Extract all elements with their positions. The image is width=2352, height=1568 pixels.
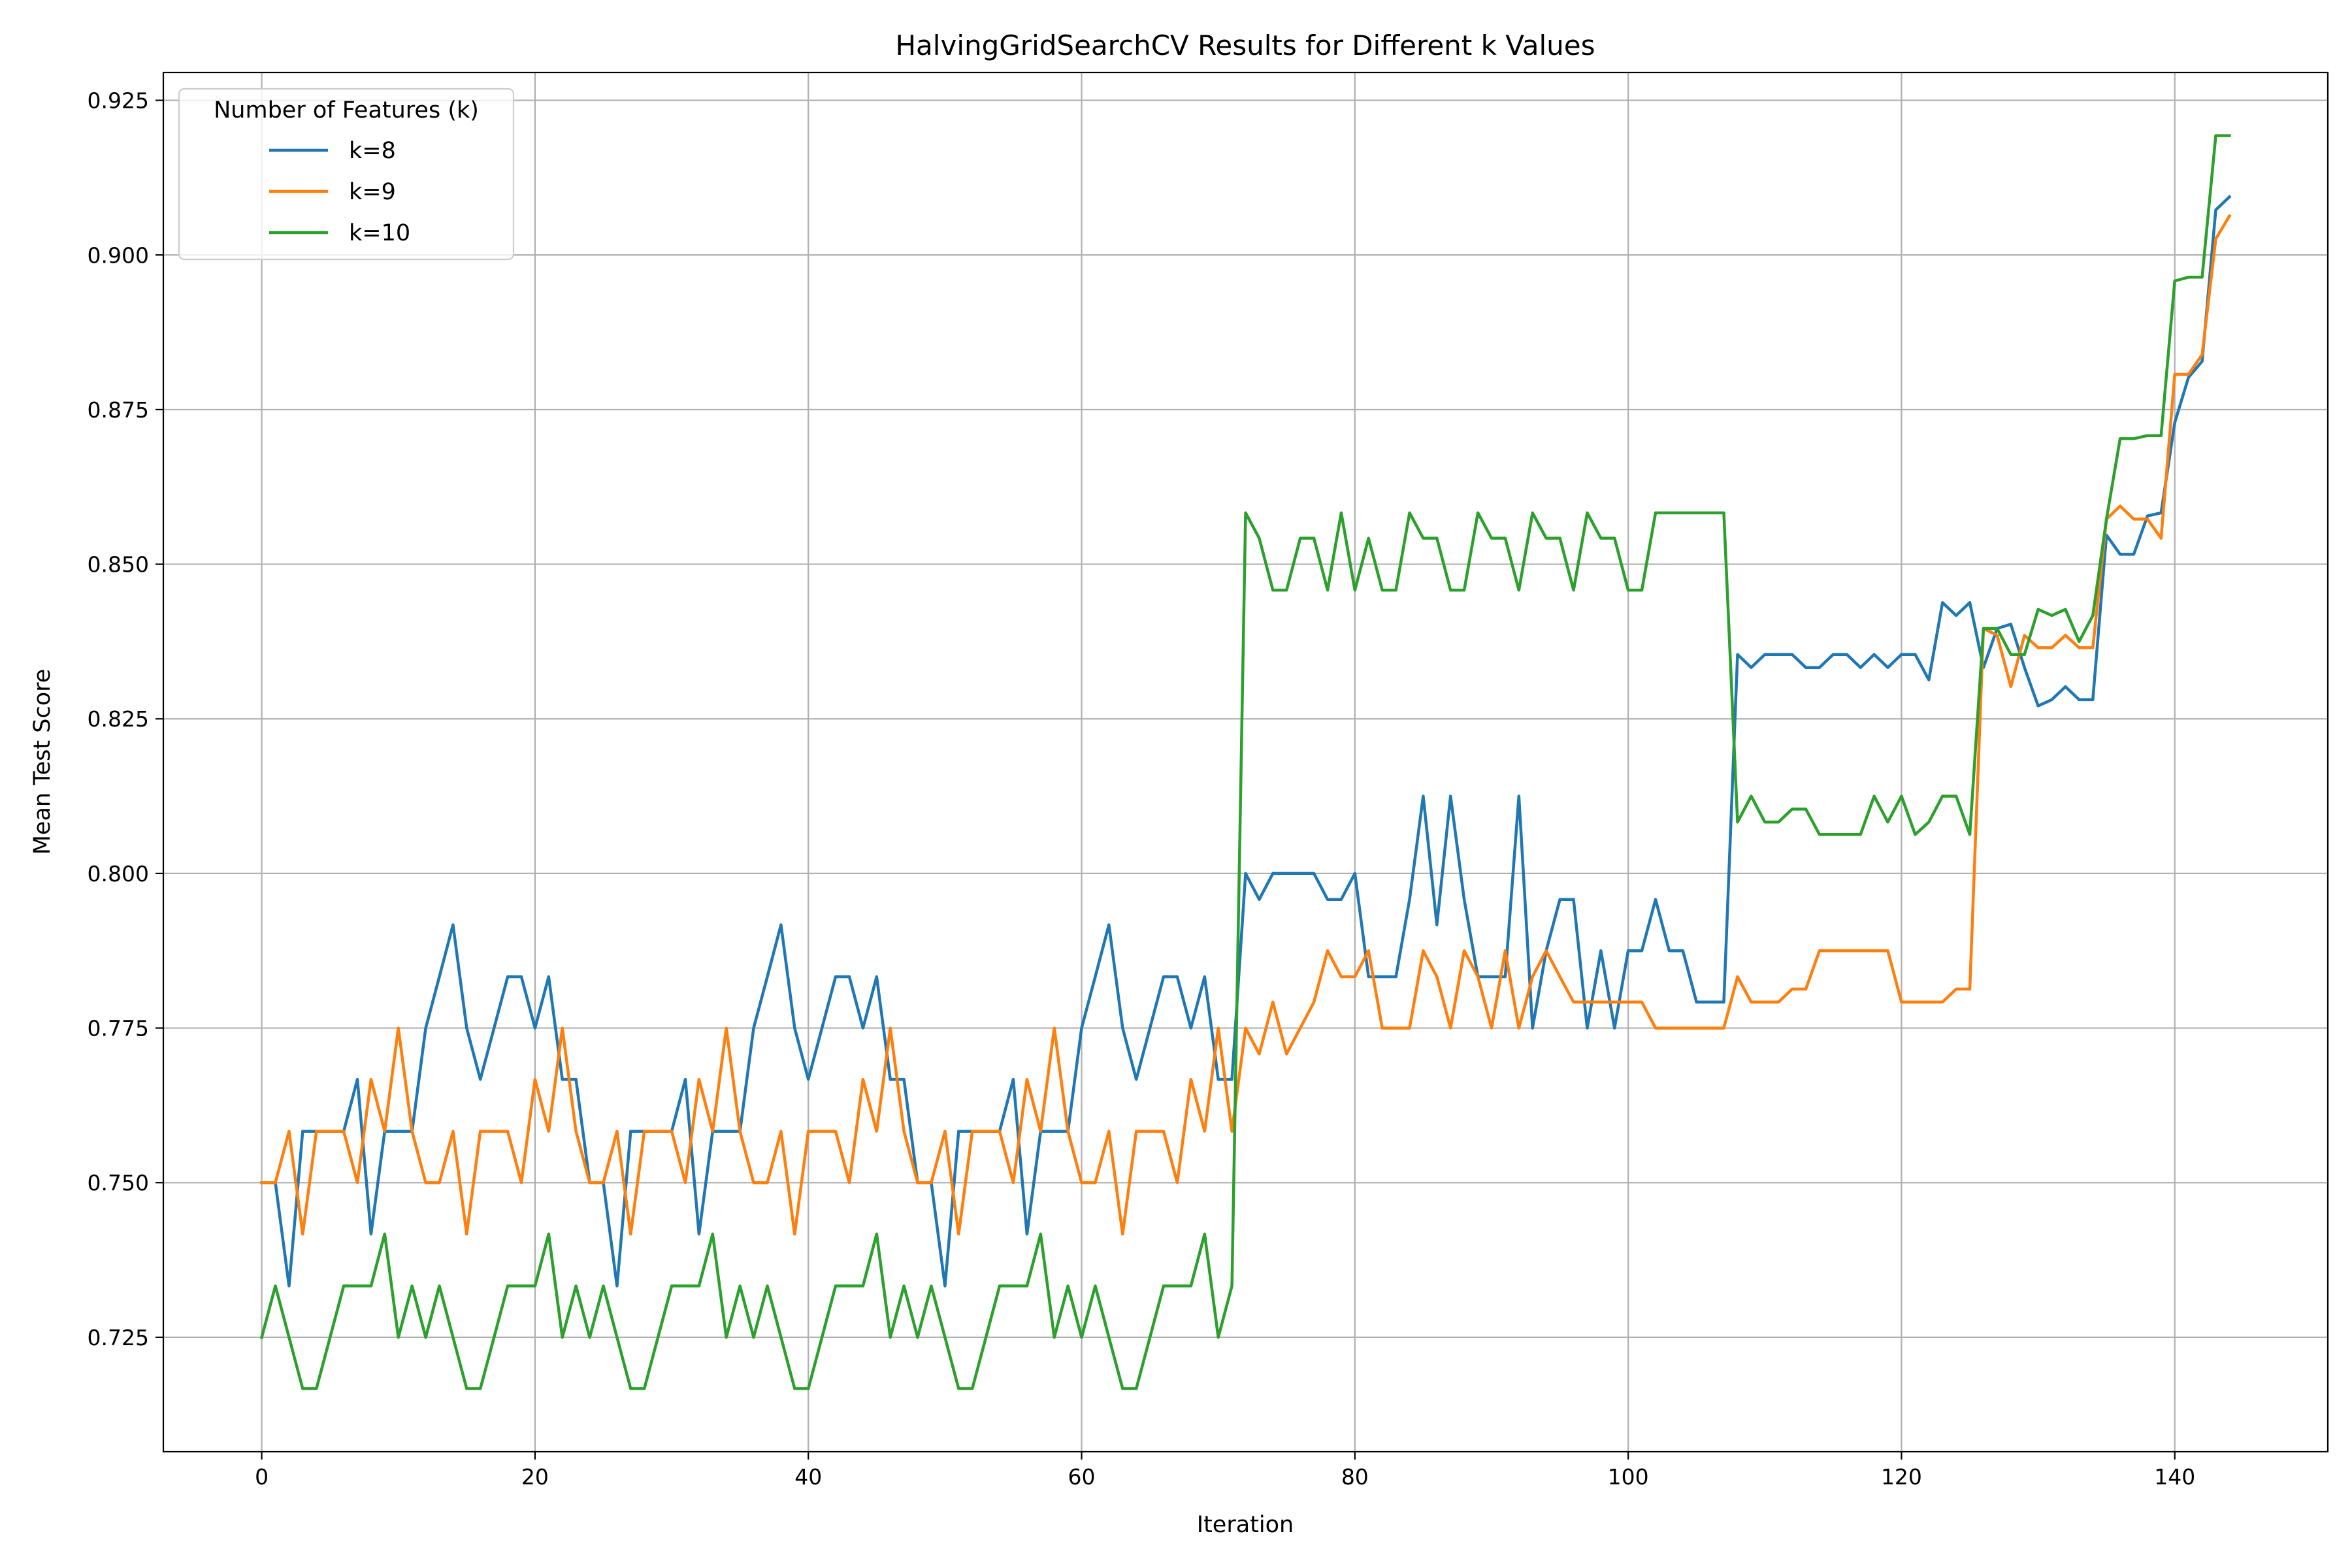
y-tick-label: 0.900 [88, 242, 149, 268]
y-tick-label: 0.850 [88, 552, 149, 578]
legend-label-k9: k=9 [349, 179, 396, 205]
legend-label-k10: k=10 [349, 220, 410, 246]
ticks: 0 20 40 60 80 100 120 140 0.725 0.750 0.775 0.800 0.… [88, 88, 2196, 1490]
legend-title: Number of Features (k) [214, 97, 479, 123]
x-tick-label: 140 [2154, 1464, 2195, 1490]
plot-frame [162, 71, 2329, 1453]
x-tick-label: 100 [1608, 1464, 1649, 1490]
y-tick-label: 0.800 [88, 861, 149, 887]
legend-box [178, 88, 515, 261]
y-tick-label: 0.725 [88, 1325, 149, 1350]
y-tick-label: 0.750 [88, 1170, 149, 1196]
legend-label-k8: k=8 [349, 138, 396, 164]
series-line-k9 [260, 214, 2232, 1236]
y-tick-label: 0.875 [88, 397, 149, 423]
y-axis-label: Mean Test Score [29, 669, 56, 855]
x-tick-label: 60 [1068, 1464, 1096, 1490]
series-layer [259, 134, 2232, 1390]
series-line-k10 [259, 134, 2231, 1390]
x-axis-label: Iteration [1197, 1512, 1294, 1538]
y-tick-label: 0.825 [88, 706, 149, 732]
x-tick-label: 80 [1341, 1464, 1369, 1490]
x-tick-label: 0 [255, 1464, 269, 1490]
chart-title: HalvingGridSearchCV Results for Differen… [895, 29, 1595, 61]
legend: Number of Features (k) k=8 k=9 k=10 [178, 88, 515, 261]
x-tick-label: 120 [1881, 1464, 1922, 1490]
y-tick-label: 0.925 [88, 88, 149, 114]
x-tick-label: 40 [794, 1464, 822, 1490]
plot-area-background [163, 73, 2328, 1452]
x-tick-label: 20 [521, 1464, 549, 1490]
y-tick-label: 0.775 [88, 1016, 149, 1041]
